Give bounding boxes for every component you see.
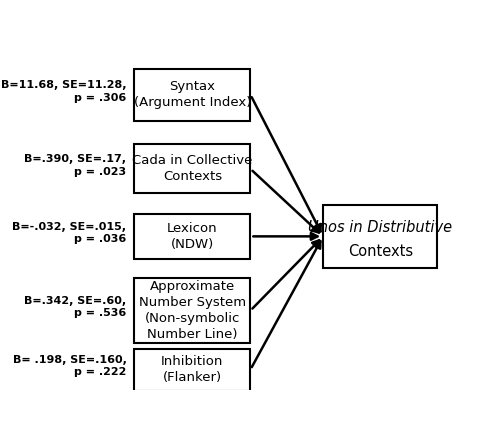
FancyBboxPatch shape [134,278,250,343]
Text: B=11.68, SE=11.28,
p = .306: B=11.68, SE=11.28, p = .306 [1,80,126,102]
Text: Contexts: Contexts [348,244,413,259]
Text: B= .198, SE=.160,
p = .222: B= .198, SE=.160, p = .222 [12,355,126,378]
Text: Approximate
Number System
(Non-symbolic
Number Line): Approximate Number System (Non-symbolic … [139,280,246,341]
FancyBboxPatch shape [134,349,250,391]
Text: Syntax
(Argument Index): Syntax (Argument Index) [134,80,251,109]
Text: Lexicon
(NDW): Lexicon (NDW) [167,222,218,251]
Text: Unos in Distributive: Unos in Distributive [308,220,452,236]
FancyBboxPatch shape [323,205,438,268]
Text: B=.342, SE=.60,
p = .536: B=.342, SE=.60, p = .536 [24,296,127,318]
FancyBboxPatch shape [134,69,250,121]
Text: B=.390, SE=.17,
p = .023: B=.390, SE=.17, p = .023 [24,154,127,177]
FancyBboxPatch shape [134,145,250,193]
FancyBboxPatch shape [134,214,250,259]
Text: Inhibition
(Flanker): Inhibition (Flanker) [161,355,224,384]
Text: Cada in Collective
Contexts: Cada in Collective Contexts [132,155,252,184]
Text: B=-.032, SE=.015,
p = .036: B=-.032, SE=.015, p = .036 [12,222,126,244]
